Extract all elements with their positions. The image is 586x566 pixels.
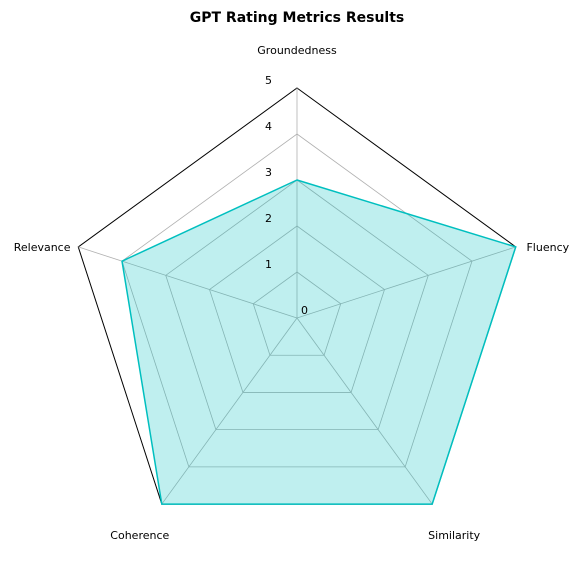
- r-tick-label: 4: [265, 120, 272, 133]
- axis-label-relevance: Relevance: [14, 241, 71, 254]
- axis-label-similarity: Similarity: [428, 529, 480, 542]
- series-layer: [122, 180, 516, 504]
- r-tick-label: 3: [265, 166, 272, 179]
- r-tick-label: 0: [301, 304, 308, 317]
- r-tick-label: 1: [265, 258, 272, 271]
- axis-label-fluency: Fluency: [526, 241, 569, 254]
- axis-label-groundedness: Groundedness: [257, 44, 337, 57]
- r-tick-label: 5: [265, 74, 272, 87]
- axis-label-coherence: Coherence: [110, 529, 169, 542]
- chart-title: GPT Rating Metrics Results: [190, 10, 404, 26]
- r-tick-label: 2: [265, 212, 272, 225]
- series-polygon: [122, 180, 516, 504]
